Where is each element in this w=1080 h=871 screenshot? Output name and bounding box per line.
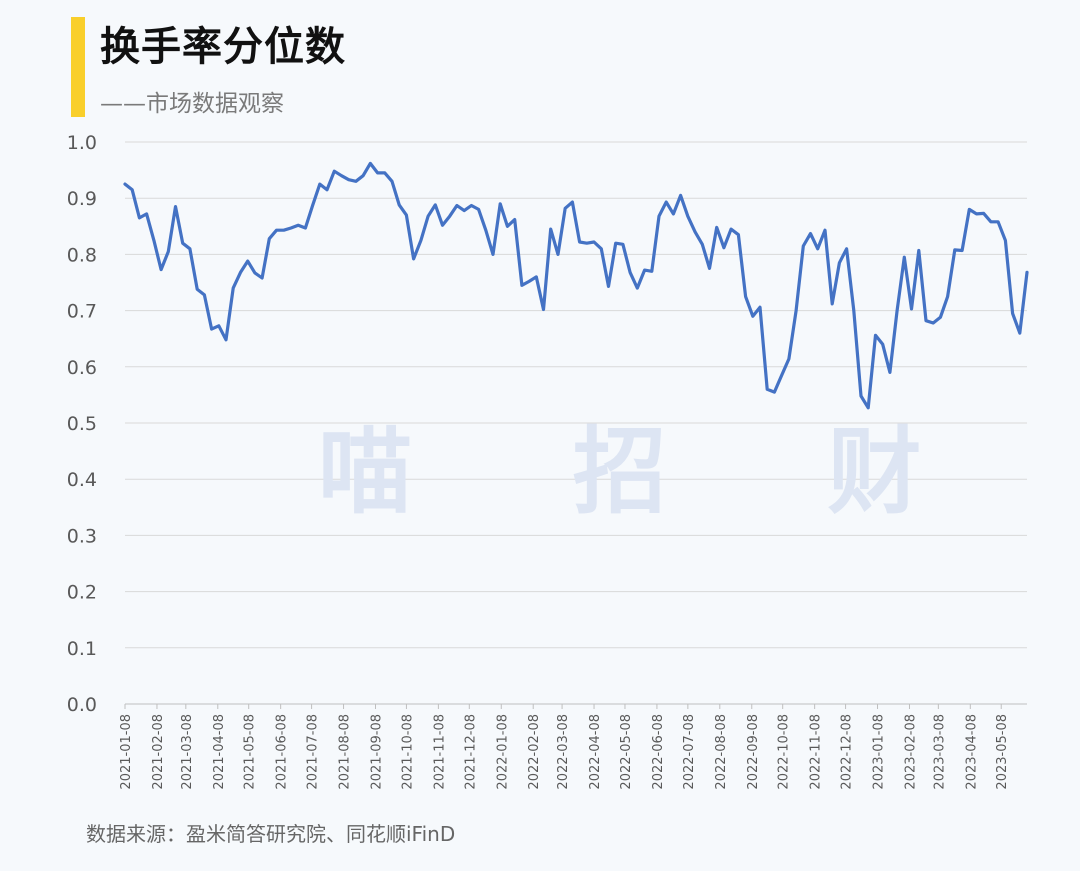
y-tick-label: 0.0 (67, 694, 97, 716)
y-tick-label: 0.7 (67, 301, 97, 323)
x-tick-label: 2023-01-08 (872, 714, 887, 790)
x-tick-label: 2022-10-08 (777, 714, 792, 790)
x-tick-label: 2022-08-08 (714, 714, 729, 790)
x-tick-label: 2021-07-08 (306, 714, 321, 790)
x-tick-label: 2022-01-08 (495, 714, 510, 790)
x-tick-label: 2022-05-08 (619, 714, 634, 790)
series-line (123, 161, 1029, 410)
chart-subtitle: ——市场数据观察 (100, 91, 284, 117)
x-tick-label: 2021-08-08 (338, 714, 353, 790)
y-tick-label: 0.2 (67, 582, 97, 604)
chart-title: 换手率分位数 (100, 24, 346, 70)
x-tick-label: 2021-10-08 (400, 714, 415, 790)
y-tick-label: 0.5 (67, 413, 97, 435)
x-tick-label: 2022-03-08 (556, 714, 571, 790)
x-tick-label: 2021-03-08 (180, 714, 195, 790)
y-tick-label: 0.3 (67, 525, 97, 547)
x-tick-label: 2022-11-08 (809, 714, 824, 790)
x-tick-label: 2021-11-08 (432, 714, 447, 790)
x-tick-label: 2022-02-08 (527, 714, 542, 790)
x-tick-label: 2023-05-08 (995, 714, 1010, 790)
x-tick-label: 2021-02-08 (151, 714, 166, 790)
x-tick-label: 2023-04-08 (964, 714, 979, 790)
x-tick-label: 2021-05-08 (243, 714, 258, 790)
x-tick-label: 2021-04-08 (212, 714, 227, 790)
title-accent-bar (71, 17, 85, 117)
y-tick-label: 0.4 (67, 469, 97, 491)
x-tick-label: 2023-03-08 (932, 714, 947, 790)
x-tick-label: 2021-12-08 (463, 714, 478, 790)
y-tick-label: 0.8 (67, 244, 97, 266)
x-tick-label: 2022-09-08 (746, 714, 761, 790)
x-tick-label: 2021-01-08 (119, 714, 134, 790)
x-tick-label: 2021-09-08 (369, 714, 384, 790)
x-tick-label: 2022-12-08 (840, 714, 855, 790)
data-source-note: 数据来源：盈米简答研究院、同花顺iFinD (86, 822, 456, 846)
x-tick-label: 2022-07-08 (682, 714, 697, 790)
x-tick-label: 2022-06-08 (651, 714, 666, 790)
y-tick-label: 0.9 (67, 188, 97, 210)
y-tick-label: 0.6 (67, 357, 97, 379)
watermark: 喵 招 财 (318, 418, 986, 527)
x-tick-label: 2023-02-08 (903, 714, 918, 790)
y-tick-label: 0.1 (67, 638, 97, 660)
x-tick-label: 2022-04-08 (588, 714, 603, 790)
x-tick-label: 2021-06-08 (275, 714, 290, 790)
y-tick-label: 1.0 (67, 132, 97, 154)
